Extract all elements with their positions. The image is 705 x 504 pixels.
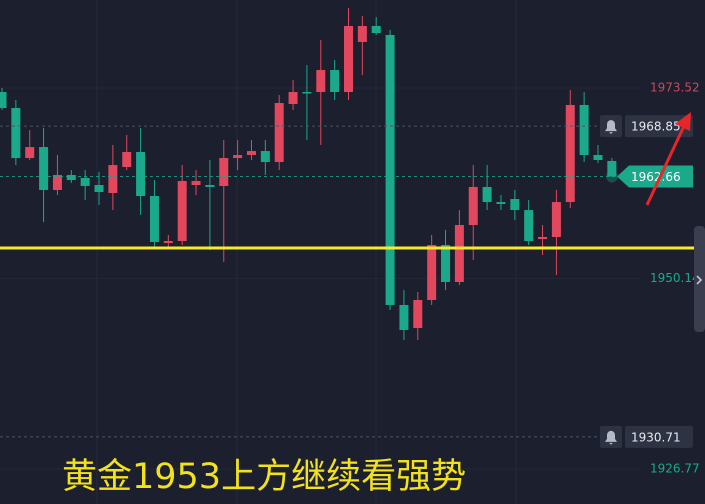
last-price-tag — [617, 165, 693, 188]
candle-body — [427, 244, 437, 301]
y-tick-label: 1950.14 — [650, 271, 700, 285]
candle-body — [136, 151, 146, 197]
candle-body — [538, 237, 548, 240]
alert-label: 1968.85 — [631, 120, 681, 134]
candle-body — [122, 151, 132, 167]
last-price-label: 1962.66 — [631, 170, 681, 184]
candle-body — [579, 104, 589, 156]
candle-body — [94, 185, 104, 193]
candle-body — [454, 225, 464, 282]
candle-body — [219, 158, 229, 186]
candle-body — [108, 165, 118, 193]
candle-body — [246, 151, 256, 156]
candle-body — [39, 147, 49, 190]
candle-body — [163, 240, 173, 244]
candle-body — [593, 155, 603, 160]
candle-body — [413, 300, 423, 329]
candle-body — [330, 70, 340, 93]
arrow-shaft — [645, 125, 686, 206]
arrow-head — [675, 112, 691, 131]
alert-label: 1930.71 — [631, 430, 681, 444]
candle-body — [233, 155, 243, 159]
candle-body — [205, 185, 215, 187]
v-grid — [96, 0, 517, 504]
plot: 1973.52 1950.14 1926.77 1968.85 1930.71 1962.… — [0, 7, 700, 476]
candle-body — [177, 181, 187, 241]
scroll-arrow — [696, 275, 703, 285]
candle-body — [607, 160, 617, 177]
candle-body — [482, 186, 492, 203]
candle-body — [316, 70, 326, 93]
candle-body — [66, 174, 76, 181]
candle-body — [274, 103, 284, 163]
candle-body — [302, 92, 312, 94]
candle-body — [565, 104, 575, 203]
candle-body — [399, 304, 409, 330]
candle-body — [496, 202, 506, 204]
alert-bell — [605, 430, 617, 445]
last-price-glow — [606, 170, 618, 183]
y-tick-label: 1973.52 — [650, 81, 700, 95]
candle-body — [441, 244, 451, 282]
candle-body — [25, 147, 35, 159]
candle-body — [344, 25, 353, 93]
candle-body — [80, 177, 90, 186]
candle-body — [0, 92, 7, 108]
alert-label-box — [625, 425, 693, 448]
alert-bell — [605, 120, 617, 134]
candle-body — [524, 210, 534, 241]
candle-body — [11, 107, 21, 159]
alert-label-box — [625, 115, 693, 138]
chart-title: 黄金1953上方继续看强势 — [62, 457, 466, 497]
candle-body — [371, 25, 381, 34]
candle-body — [52, 174, 62, 190]
candle-body — [468, 186, 478, 226]
candle-body — [191, 181, 201, 186]
candle-body — [260, 151, 270, 163]
annotation-arrow — [645, 112, 691, 206]
candle-body — [288, 92, 298, 104]
candle-body — [357, 25, 367, 42]
candle-body — [510, 199, 520, 211]
candle-body — [385, 34, 395, 305]
y-tick-label: 1926.77 — [650, 462, 700, 476]
candle-body — [551, 202, 561, 238]
candle-body — [149, 196, 159, 242]
